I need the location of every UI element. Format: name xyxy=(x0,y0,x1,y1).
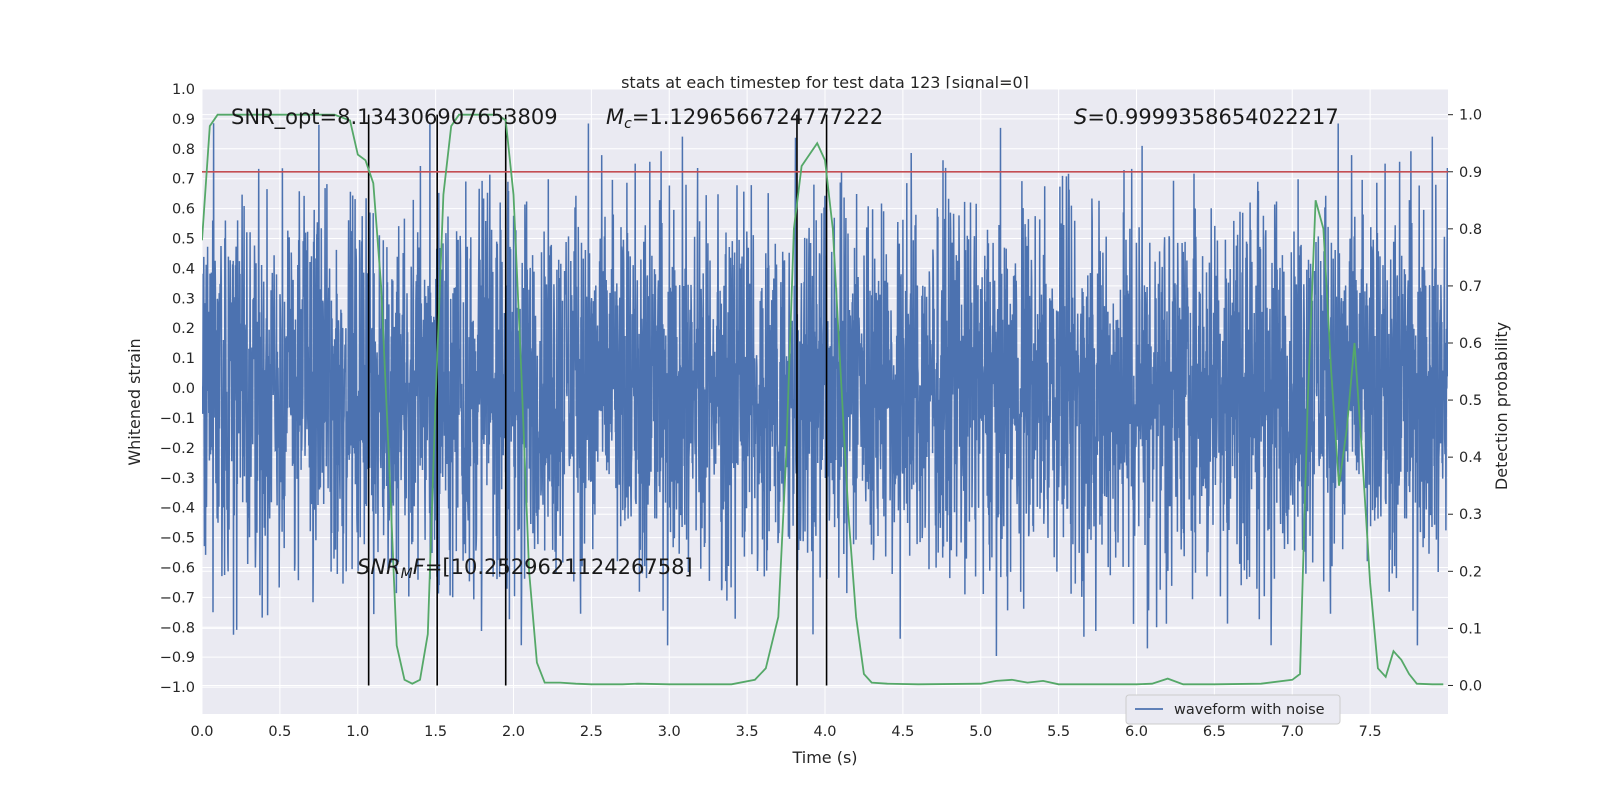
y-right-tick-label: 0.1 xyxy=(1459,621,1482,637)
x-tick-label: 3.0 xyxy=(658,724,681,740)
s-symbol: S xyxy=(1074,105,1087,129)
y-left-tick-label: −0.3 xyxy=(160,471,195,487)
snr-mf-subscript-2: F xyxy=(413,555,426,579)
x-tick-label: 7.0 xyxy=(1281,724,1304,740)
x-tick-label: 5.0 xyxy=(969,724,992,740)
s-value: =0.9999358654022217 xyxy=(1087,105,1338,129)
x-tick-label: 4.0 xyxy=(813,724,836,740)
legend-label-waveform: waveform with noise xyxy=(1174,702,1325,718)
snr-opt-annotation: SNR_opt=8.134306907653809 xyxy=(231,105,558,130)
s-annotation: S=0.9999358654022217 xyxy=(1074,105,1339,129)
y-left-tick-label: −0.5 xyxy=(160,531,195,547)
chart-title: stats at each timestep for test data 123… xyxy=(621,73,1029,92)
probability-series xyxy=(202,113,1444,686)
y-left-tick-label: −0.2 xyxy=(160,441,195,457)
mc-value: =1.1296566724777222 xyxy=(632,105,883,129)
y-left-tick-label: 0.5 xyxy=(172,232,195,248)
y-left-tick-label: 0.3 xyxy=(172,291,195,307)
y-right-tick-label: 0.3 xyxy=(1459,507,1482,523)
y-left-tick-label: 0.2 xyxy=(172,321,195,337)
y-right-tick-label: 0.6 xyxy=(1459,336,1482,352)
x-tick-label: 7.5 xyxy=(1359,724,1382,740)
mc-symbol: M xyxy=(606,105,624,129)
y-left-tick-label: 0.8 xyxy=(172,142,195,158)
y-left-tick-label: 0.4 xyxy=(172,261,195,277)
y-left-tick-label: 0.7 xyxy=(172,172,195,188)
x-tick-label: 5.5 xyxy=(1047,724,1070,740)
legend-box xyxy=(1125,694,1341,725)
y-axis-label-left: Whitened strain xyxy=(125,338,144,465)
y-left-tick-label: 0.1 xyxy=(172,351,195,367)
waveform-series xyxy=(202,123,1448,657)
y-right-tick-label: 0.2 xyxy=(1459,564,1482,580)
y-left-tick-label: 1.0 xyxy=(172,82,195,98)
y-left-tick-label: 0.6 xyxy=(172,202,195,218)
x-tick-label: 4.5 xyxy=(891,724,914,740)
chirp-mass-annotation: Mc=1.1296566724777222 xyxy=(606,105,883,132)
y-left-tick-label: −0.8 xyxy=(160,620,195,636)
y-left-tick-label: −1.0 xyxy=(160,680,195,696)
y-right-tick-label: 0.4 xyxy=(1459,450,1482,466)
x-tick-label: 6.0 xyxy=(1125,724,1148,740)
y-right-tick-label: 0.5 xyxy=(1459,393,1482,409)
x-tick-label: 3.5 xyxy=(736,724,759,740)
x-tick-label: 2.5 xyxy=(580,724,603,740)
y-ticks-left: 1.0 0.9 0.8 0.7 0.6 0.5 0.4 0.3 0.2 0.1 0.0 −0.1 −0.… xyxy=(160,82,195,696)
x-tick-label: 2.0 xyxy=(502,724,525,740)
mc-subscript: c xyxy=(624,116,632,132)
y-right-tick-label: 1.0 xyxy=(1459,108,1482,124)
y-left-tick-label: −0.7 xyxy=(160,590,195,606)
x-ticks: 0.0 0.5 1.0 1.5 2.0 2.5 3.0 3.5 4.0 4.5 5.0 5.5 6.0 6… xyxy=(190,724,1381,740)
y-ticks-right: 1.0 0.9 0.8 0.7 0.6 0.5 0.4 0.3 0.2 0.1 0.0 xyxy=(1448,108,1482,694)
snr-mf-symbol: SNR xyxy=(357,555,401,579)
x-axis-label: Time (s) xyxy=(791,748,857,767)
x-tick-label: 1.0 xyxy=(346,724,369,740)
y-right-tick-label: 0.9 xyxy=(1459,165,1482,181)
x-tick-label: 6.5 xyxy=(1203,724,1226,740)
x-tick-label: 0.0 xyxy=(190,724,213,740)
y-axis-label-right: Detection probability xyxy=(1492,322,1511,490)
y-right-tick-label: 0.7 xyxy=(1459,279,1482,295)
snr-mf-subscript: M xyxy=(401,566,413,582)
y-left-tick-label: −0.9 xyxy=(160,650,195,666)
snr-mf-value: =[10.252962112426758] xyxy=(425,555,693,579)
x-tick-label: 0.5 xyxy=(268,724,291,740)
y-left-tick-label: −0.1 xyxy=(160,411,195,427)
x-tick-label: 1.5 xyxy=(424,724,447,740)
y-left-tick-label: 0.0 xyxy=(172,381,195,397)
y-left-tick-label: −0.4 xyxy=(160,501,195,517)
snr-mf-annotation: SNRMF=[10.252962112426758] xyxy=(357,555,693,582)
y-right-tick-label: 0.0 xyxy=(1459,678,1482,694)
y-right-tick-label: 0.8 xyxy=(1459,222,1482,238)
legend: waveform with noise xyxy=(1125,694,1341,725)
y-left-tick-label: 0.9 xyxy=(172,112,195,128)
y-left-tick-label: −0.6 xyxy=(160,560,195,576)
